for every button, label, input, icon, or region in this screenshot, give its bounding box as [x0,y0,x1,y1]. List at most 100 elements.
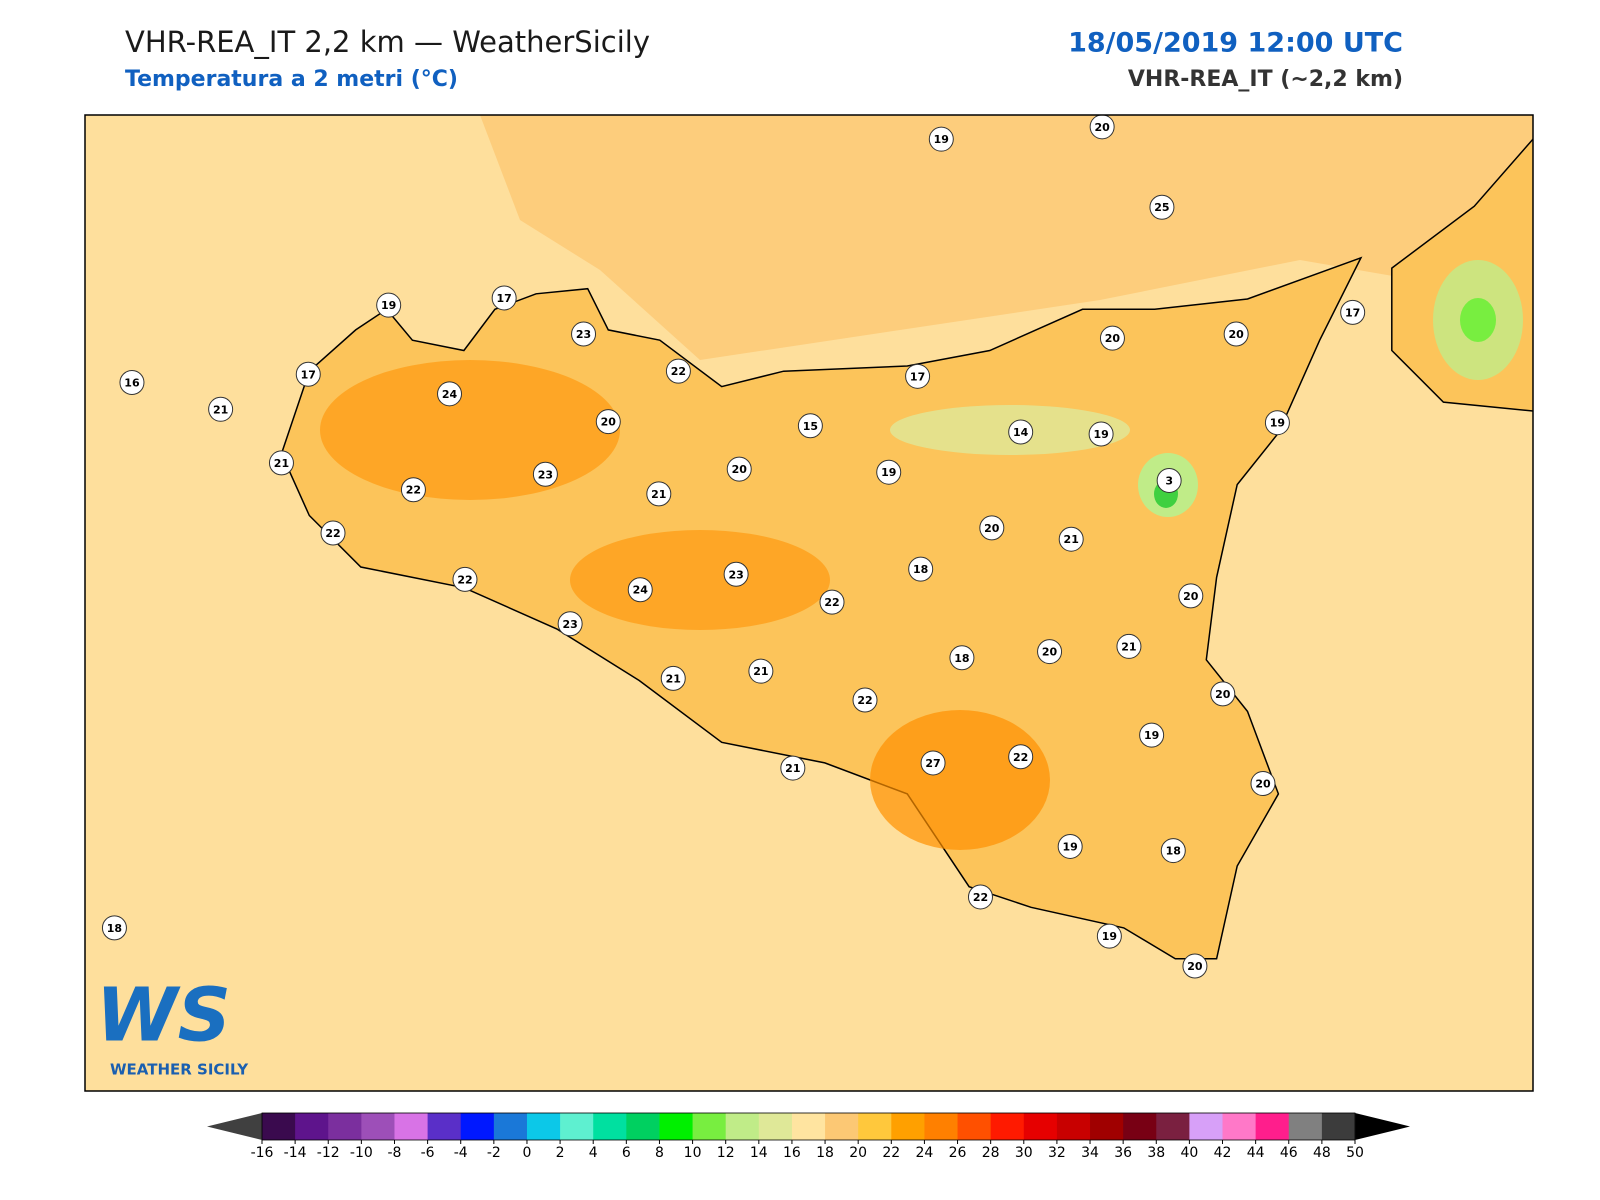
station-value: 20 [601,416,617,429]
station-value: 20 [1105,332,1121,345]
station-marker [1160,838,1186,864]
station-marker [1149,194,1175,220]
colorbar-tick-label: 28 [982,1145,1000,1161]
station-value: 24 [633,584,649,597]
station-marker [726,456,752,482]
station-value: 20 [984,522,1000,535]
logo-mark: WS [96,973,231,1059]
colorbar-tick-label: 14 [750,1145,768,1161]
station-marker [101,915,127,941]
station-marker [905,363,931,389]
station-value: 21 [651,488,666,501]
station-value: 22 [857,694,872,707]
station-value: 19 [1093,428,1108,441]
colorbar-swatch [493,1113,528,1140]
station-value: 20 [1183,590,1199,603]
colorbar-tick-label: 4 [589,1145,598,1161]
station-marker [1250,771,1276,797]
stations: 16 21 21 17 19 17 23 24 22 22 22 23 20 22 21 20 15 17 19 23… [101,115,1366,979]
colorbar-tick-label: 30 [1015,1145,1033,1161]
colorbar-swatch [526,1113,561,1140]
station-marker [1057,833,1083,859]
station-value: 19 [881,466,896,479]
station-value: 18 [913,563,928,576]
colorbar-tick-label: 0 [523,1145,532,1161]
station-marker [1223,321,1249,347]
colorbar-swatch [1090,1113,1124,1140]
colorbar-tick-label: 20 [849,1145,867,1161]
station-value: 22 [671,365,686,378]
station-value: 19 [1270,417,1285,430]
colorbar-swatch [460,1113,495,1140]
colorbar-tick-label: 16 [783,1145,801,1161]
station-value: 20 [1042,646,1058,659]
station-marker [1116,633,1142,659]
station-value: 14 [1013,426,1029,439]
colorbar-swatch [858,1113,892,1140]
colorbar-swatch [1288,1113,1323,1140]
colorbar-tick-label: 42 [1214,1145,1232,1161]
colorbar-swatch [626,1113,660,1140]
station-value: 24 [442,388,458,401]
colorbar-swatch [1321,1113,1356,1140]
station-value: 22 [325,527,340,540]
colorbar-tick-label: 8 [655,1145,664,1161]
colorbar-swatch [295,1113,329,1140]
station-marker [949,645,975,671]
colorbar-swatch [1056,1113,1091,1140]
station-marker [797,413,823,439]
station-marker [723,561,749,587]
station-marker [780,755,806,781]
colorbar: -16 -14 -12 -10 -8 -6 -4 -2 0 2 4 6 8 10 12 14 16 18 20 22 2… [207,1112,1410,1161]
station-value: 19 [1144,729,1159,742]
subtitle: Temperatura a 2 metri (°C) [125,67,458,92]
warm-area [570,530,830,630]
title: VHR-REA_IT 2,2 km — WeatherSicily [125,25,650,59]
colorbar-tick-label: 12 [717,1145,735,1161]
station-value: 27 [925,757,940,770]
colorbar-tick-label: -2 [487,1145,501,1161]
station-value: 19 [1102,930,1117,943]
colorbar-swatch [758,1113,793,1140]
station-value: 19 [1063,840,1078,853]
station-marker [748,658,774,684]
station-value: 23 [538,468,553,481]
station-marker [1037,639,1063,665]
station-marker [1088,421,1114,447]
station-marker [208,396,234,422]
colorbar-swatch [560,1113,594,1140]
station-marker [1139,722,1165,748]
station-value: 3 [1165,474,1173,487]
colorbar-tick-label: 36 [1114,1145,1132,1161]
station-value: 21 [274,457,289,470]
colorbar-tick-label: -14 [284,1145,307,1161]
station-marker [1008,419,1034,445]
model-label: VHR-REA_IT (~2,2 km) [1128,67,1403,92]
station-marker [1264,410,1290,436]
station-value: 21 [213,403,228,416]
colorbar-swatch [1222,1113,1257,1140]
station-marker [437,381,463,407]
colorbar-swatch [659,1113,694,1140]
colorbar-tick-label: -4 [454,1145,468,1161]
colorbar-under [207,1113,262,1140]
colorbar-swatch [825,1113,859,1140]
station-marker [376,292,402,318]
colorbar-tick-label: 40 [1180,1145,1198,1161]
logo: WS WEATHER SICILY [96,973,249,1079]
station-marker [1182,953,1208,979]
station-marker [852,687,878,713]
station-marker [920,750,946,776]
station-marker [660,665,686,691]
colorbar-swatch [262,1113,296,1140]
colorbar-swatch [361,1113,395,1140]
map-area: 16 21 21 17 19 17 23 24 22 22 22 23 20 22 21 20 15 17 19 23… [85,115,1533,1091]
station-value: 18 [107,922,122,935]
colorbar-swatch [394,1113,429,1140]
station-value: 23 [562,618,577,631]
station-marker [532,461,558,487]
station-value: 25 [1154,201,1169,214]
colorbar-tick-label: 32 [1048,1145,1066,1161]
station-value: 19 [381,299,396,312]
